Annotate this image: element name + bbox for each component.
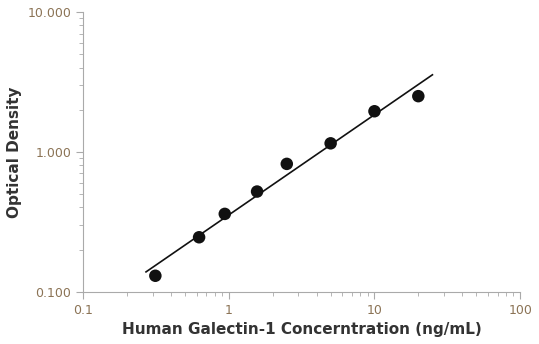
X-axis label: Human Galectin-1 Concerntration (ng/mL): Human Galectin-1 Concerntration (ng/mL): [122, 322, 481, 337]
Point: [220, 211, 229, 217]
Point: [370, 108, 379, 114]
Point: [253, 189, 261, 194]
Point: [414, 94, 423, 99]
Point: [151, 273, 160, 279]
Point: [195, 235, 203, 240]
Point: [282, 161, 291, 166]
Point: [326, 141, 335, 146]
Y-axis label: Optical Density: Optical Density: [7, 86, 22, 217]
